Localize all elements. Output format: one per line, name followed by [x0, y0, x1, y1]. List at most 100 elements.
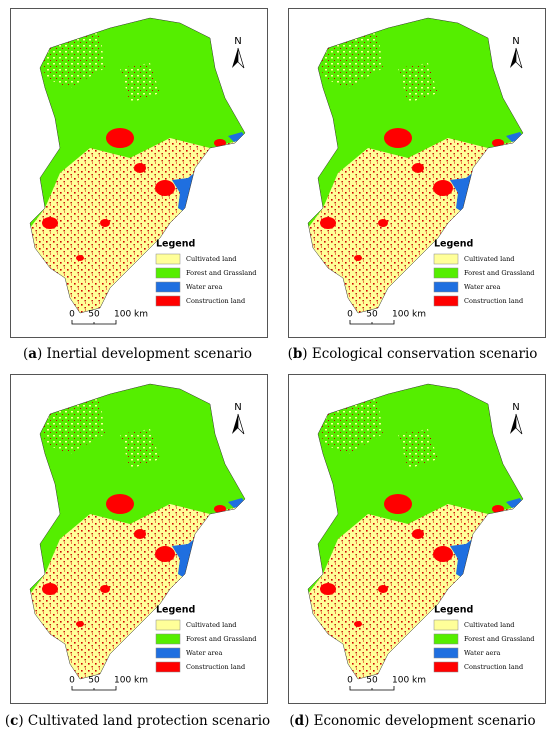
- map-panel: N Legend Cultivated land Forest and Grassla…: [10, 8, 268, 338]
- legend-title: Legend: [156, 605, 195, 616]
- caption: (a) Inertial development scenario: [0, 346, 275, 362]
- urban-area: [378, 585, 388, 593]
- urban-area: [378, 219, 388, 227]
- north-arrow-half: [237, 413, 245, 435]
- caption-part: ) Inertial development scenario: [36, 346, 253, 362]
- urban-area: [100, 219, 110, 227]
- caption-part: b: [292, 346, 303, 362]
- scale-label: 100 km: [114, 310, 148, 320]
- north-arrow: [510, 48, 516, 68]
- legend-label: Water area: [464, 283, 500, 291]
- legend-swatch: [155, 281, 181, 293]
- legend-swatch: [433, 253, 459, 265]
- urban-area: [492, 139, 504, 147]
- map-panel: N Legend Cultivated land Forest and Grassla…: [288, 374, 546, 704]
- caption-part: ) Ecological conservation scenario: [302, 346, 538, 362]
- urban-area: [106, 128, 134, 148]
- legend-label: Construction land: [464, 663, 523, 671]
- urban-area: [42, 217, 58, 229]
- legend-title: Legend: [156, 239, 195, 250]
- scale-bar: [71, 686, 117, 691]
- legend-swatch: [433, 295, 459, 307]
- scale-bar: [349, 686, 395, 691]
- urban-area: [76, 621, 84, 627]
- north-arrow-half: [515, 47, 523, 69]
- caption-part: (: [287, 346, 293, 362]
- scale-label: 0: [347, 676, 353, 686]
- legend-swatch: [433, 619, 459, 631]
- legend-label: Cultivated land: [464, 255, 514, 263]
- north-arrow: [510, 414, 516, 434]
- caption-part: ) Cultivated land protection scenario: [18, 713, 271, 729]
- north-arrow-half: [515, 413, 523, 435]
- legend-swatch: [433, 647, 459, 659]
- legend-swatch: [155, 295, 181, 307]
- caption-part: (: [289, 713, 295, 729]
- north-arrow: [232, 48, 238, 68]
- scale-bar: [71, 320, 117, 325]
- caption-part: c: [10, 713, 19, 729]
- caption: (d) Economic development scenario: [275, 713, 550, 729]
- urban-area: [76, 255, 84, 261]
- urban-area: [134, 529, 146, 539]
- urban-area: [42, 583, 58, 595]
- scale-label: 0: [69, 310, 75, 320]
- urban-area: [214, 139, 226, 147]
- north-arrow-half: [237, 47, 245, 69]
- legend-swatch: [155, 647, 181, 659]
- caption-part: (: [4, 713, 11, 729]
- legend-label: Forest and Grassland: [186, 635, 256, 643]
- urban-area: [100, 585, 110, 593]
- urban-area: [412, 529, 424, 539]
- north-label: N: [512, 36, 519, 47]
- map-panel: N Legend Cultivated land Forest and Grassla…: [288, 8, 546, 338]
- urban-area: [354, 621, 362, 627]
- caption: (b) Ecological conservation scenario: [275, 346, 550, 362]
- legend-label: Water area: [186, 283, 222, 291]
- legend-swatch: [155, 253, 181, 265]
- legend-swatch: [433, 661, 459, 673]
- scale-label: 50: [366, 676, 378, 686]
- legend-label: Construction land: [186, 297, 245, 305]
- legend-swatch: [433, 633, 459, 645]
- legend-label: Construction land: [464, 297, 523, 305]
- map-outline: [29, 17, 246, 314]
- urban-area: [354, 255, 362, 261]
- urban-area: [492, 505, 504, 513]
- map-outline: [307, 383, 524, 680]
- urban-area: [155, 180, 175, 196]
- legend-swatch: [155, 661, 181, 673]
- forest-speckle: [40, 399, 160, 469]
- legend-title: Legend: [434, 605, 473, 616]
- urban-area: [134, 163, 146, 173]
- caption-part: a: [28, 346, 37, 362]
- scale-label: 0: [69, 676, 75, 686]
- caption: (c) Cultivated land protection scenario: [0, 713, 275, 729]
- north-label: N: [234, 36, 241, 47]
- legend-swatch: [433, 281, 459, 293]
- urban-area: [214, 505, 226, 513]
- urban-area: [384, 128, 412, 148]
- urban-area: [320, 583, 336, 595]
- scale-bar: [349, 320, 395, 325]
- north-label: N: [234, 402, 241, 413]
- legend-title: Legend: [434, 239, 473, 250]
- scale-label: 50: [366, 310, 378, 320]
- legend-label: Water area: [186, 649, 222, 657]
- urban-area: [106, 494, 134, 514]
- forest-speckle: [40, 33, 160, 103]
- north-label: N: [512, 402, 519, 413]
- scale-label: 100 km: [392, 676, 426, 686]
- caption-part: ) Economic development scenario: [304, 713, 536, 729]
- north-arrow: [232, 414, 238, 434]
- map-outline: [29, 383, 246, 680]
- map-outline: [307, 17, 524, 314]
- legend-swatch: [155, 619, 181, 631]
- legend-label: Construction land: [186, 663, 245, 671]
- legend-label: Forest and Grassland: [186, 269, 256, 277]
- legend-swatch: [155, 633, 181, 645]
- legend-swatch: [155, 267, 181, 279]
- legend-label: Cultivated land: [464, 621, 514, 629]
- legend-label: Forest and Grassland: [464, 269, 534, 277]
